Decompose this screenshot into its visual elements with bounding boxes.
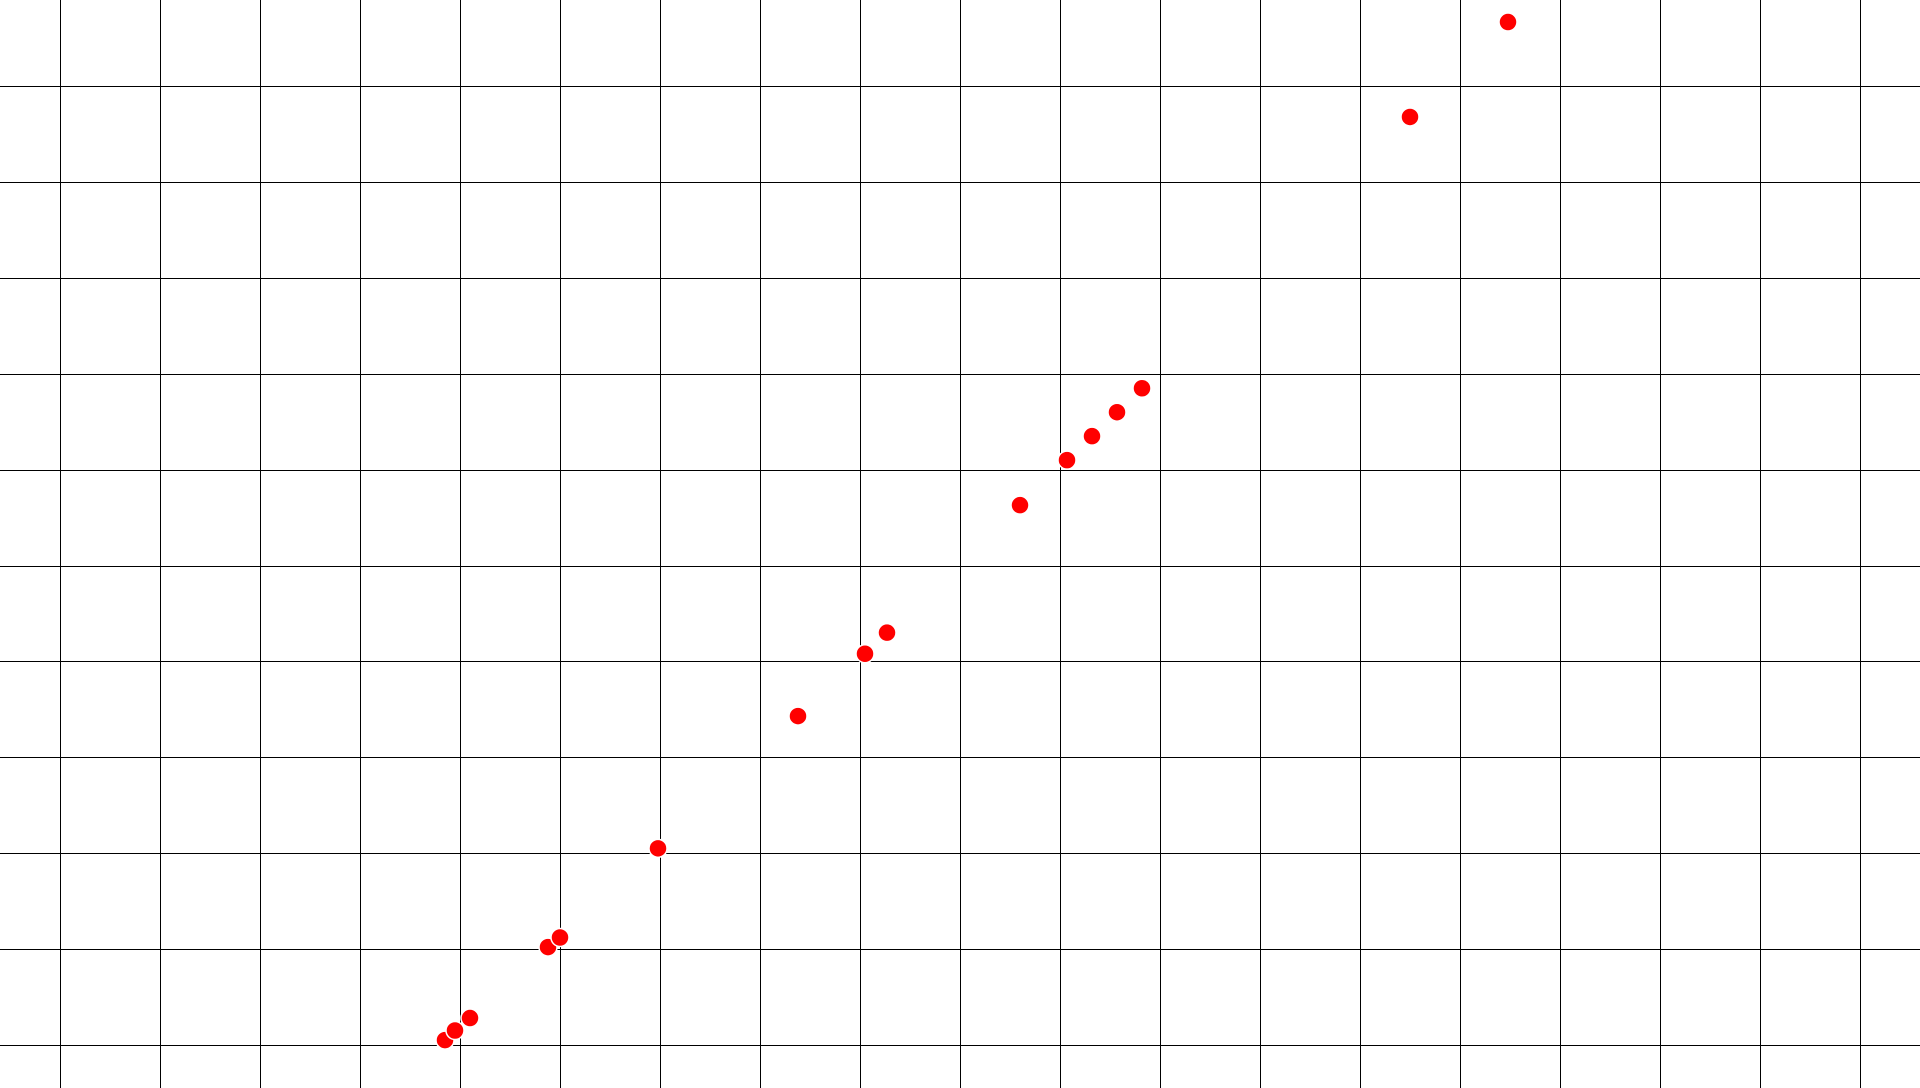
data-point	[877, 622, 897, 643]
data-point	[1057, 450, 1077, 470]
data-point	[550, 927, 570, 948]
data-point	[1498, 12, 1518, 32]
data-point	[1010, 495, 1030, 515]
data-point	[1132, 378, 1152, 398]
data-point	[1400, 107, 1420, 127]
data-point	[648, 838, 668, 859]
data-point	[855, 644, 875, 664]
data-point	[788, 706, 808, 726]
data-series	[435, 12, 1518, 1050]
data-point	[1107, 402, 1127, 422]
data-point	[445, 1020, 465, 1041]
data-point	[1082, 426, 1102, 446]
data-point	[460, 1008, 480, 1028]
